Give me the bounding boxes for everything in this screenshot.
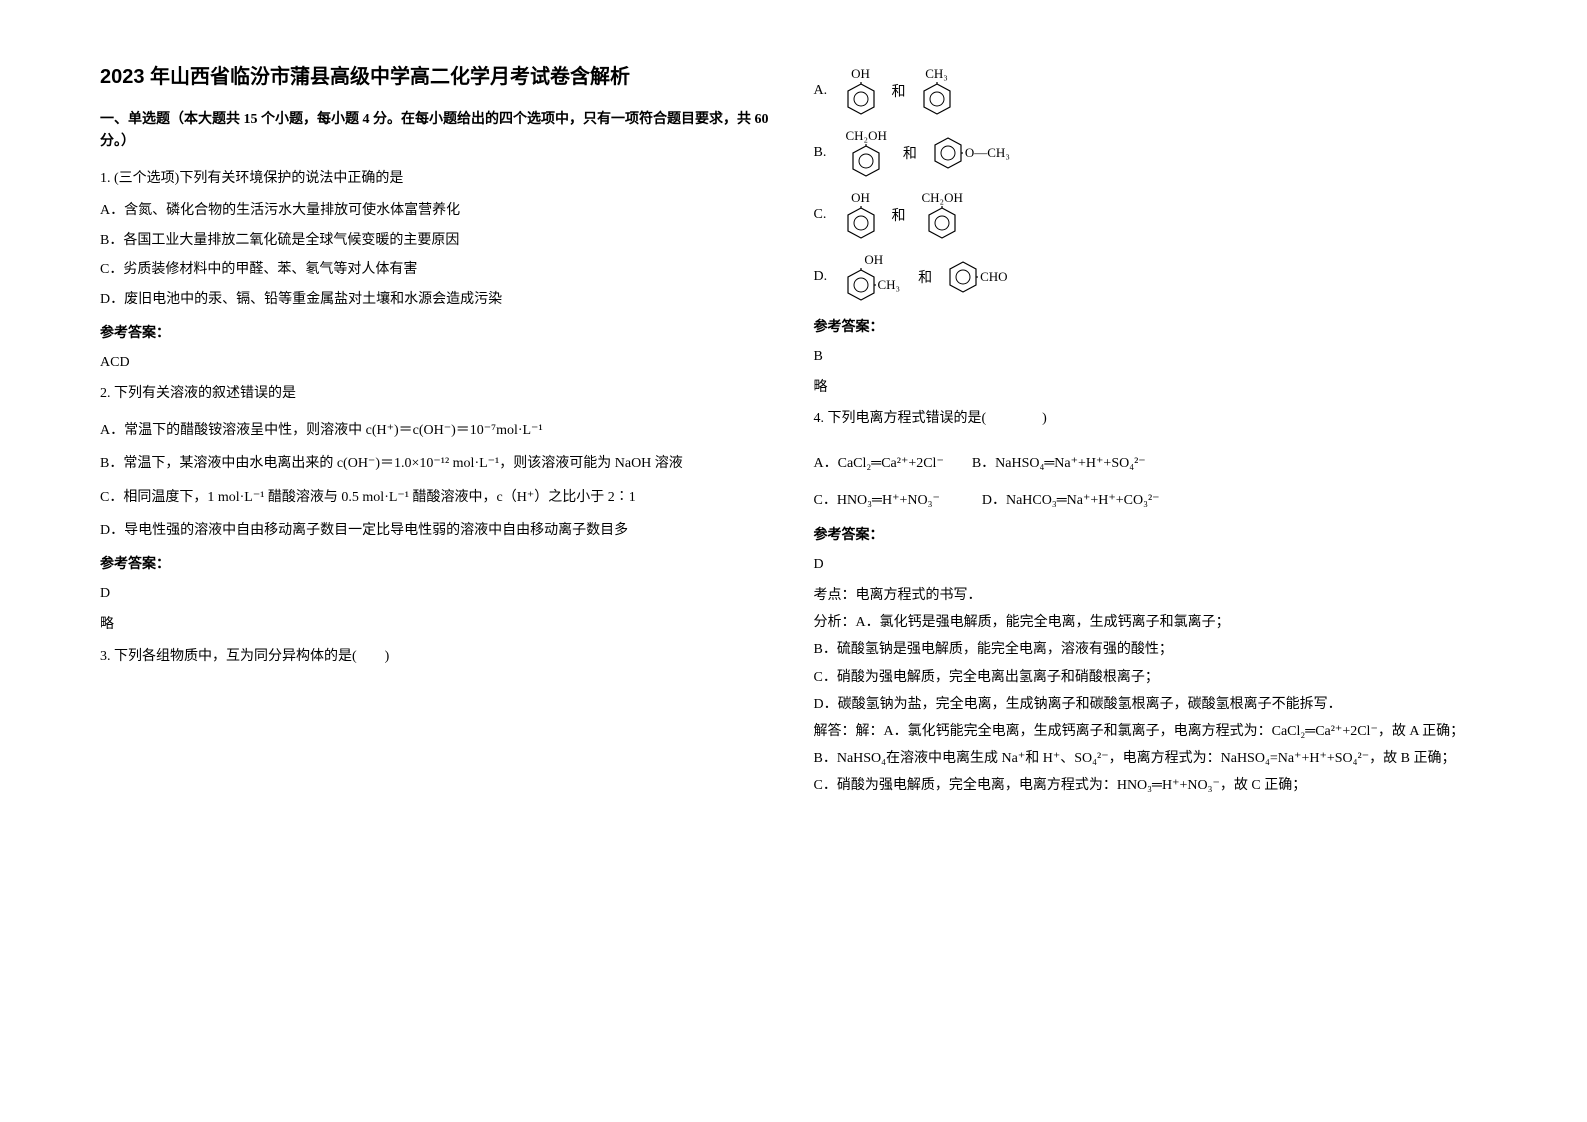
q1-answer: ACD <box>100 350 774 375</box>
q1-option-a: A．含氮、磷化合物的生活污水大量排放可使水体富营养化 <box>100 196 774 225</box>
q1-option-d: D．废旧电池中的汞、镉、铅等重金属盐对土壤和水源会造成污染 <box>100 285 774 314</box>
benzene-oh-ch3-icon: OH CH₃ <box>846 252 903 302</box>
q3-option-c: C. OH 和 CH₂OH <box>814 190 1488 240</box>
q4-line-cd: C．HNO₃═H⁺+NO₃⁻ D．NaHCO₃═Na⁺+H⁺+CO₃²⁻ <box>814 486 1488 515</box>
and-text: 和 <box>892 81 906 101</box>
fenxi: 分析：A．氯化钙是强电解质，能完全电离，生成钙离子和氯离子； <box>814 610 1488 635</box>
benzene-ch2oh-icon: CH₂OH <box>846 128 887 178</box>
q2-answer: D <box>100 581 774 606</box>
q4-stem: 4. 下列电离方程式错误的是( ) <box>814 406 1488 433</box>
q3-option-a: A. OH 和 CH₃ <box>814 66 1488 116</box>
q3-option-d: D. OH CH₃ 和 CHO <box>814 252 1488 302</box>
q4-answer: D <box>814 552 1488 577</box>
right-column: A. OH 和 CH₃ B. CH₂OH 和 O—CH₃ C. OH 和 <box>814 60 1488 1062</box>
q2-stem: 2. 下列有关溶液的叙述错误的是 <box>100 381 774 408</box>
q3-note: 略 <box>814 375 1488 400</box>
benzene-cho-icon: CHO <box>948 260 1009 294</box>
q3-answer: B <box>814 344 1488 369</box>
section-header: 一、单选题（本大题共 15 个小题，每小题 4 分。在每小题给出的四个选项中，只… <box>100 109 774 154</box>
and-text: 和 <box>903 143 917 163</box>
kaopoint: 考点：电离方程式的书写． <box>814 583 1488 608</box>
analysis-c: C．硝酸为强电解质，完全电离出氢离子和硝酸根离子； <box>814 665 1488 690</box>
jiedaA: 解答：解：A．氯化钙能完全电离，生成钙离子和氯离子，电离方程式为：CaCl₂═C… <box>814 719 1488 744</box>
analysis-b: B．硫酸氢钠是强电解质，能完全电离，溶液有强的酸性； <box>814 637 1488 662</box>
q2-answer-label: 参考答案： <box>100 553 774 573</box>
page-title: 2023 年山西省临汾市蒲县高级中学高二化学月考试卷含解析 <box>100 60 774 89</box>
q2-option-a: A．常温下的醋酸铵溶液呈中性，则溶液中 c(H⁺)＝c(OH⁻)＝10⁻⁷mol… <box>100 416 774 445</box>
q1-answer-label: 参考答案： <box>100 322 774 342</box>
q3-label-a: A. <box>814 83 838 99</box>
q3-label-d: D. <box>814 269 838 285</box>
q1-option-c: C．劣质装修材料中的甲醛、苯、氡气等对人体有害 <box>100 255 774 284</box>
q3-label-c: C. <box>814 207 838 223</box>
q3-option-b: B. CH₂OH 和 O—CH₃ <box>814 128 1488 178</box>
and-text: 和 <box>892 205 906 225</box>
q2-option-d: D．导电性强的溶液中自由移动离子数目一定比导电性弱的溶液中自由移动离子数目多 <box>100 516 774 545</box>
q4-line-ab: A．CaCl₂═Ca²⁺+2Cl⁻ B．NaHSO₄═Na⁺+H⁺+SO₄²⁻ <box>814 449 1488 478</box>
q3-label-b: B. <box>814 145 838 161</box>
benzene-ch2oh-icon: CH₂OH <box>922 190 963 240</box>
left-column: 2023 年山西省临汾市蒲县高级中学高二化学月考试卷含解析 一、单选题（本大题共… <box>100 60 774 1062</box>
q4-answer-label: 参考答案： <box>814 524 1488 544</box>
analysis-d: D．碳酸氢钠为盐，完全电离，生成钠离子和碳酸氢根离子，碳酸氢根离子不能拆写． <box>814 692 1488 717</box>
benzene-ch3-icon: CH₃ <box>922 66 952 116</box>
benzene-och3-icon: O—CH₃ <box>933 136 1012 170</box>
q3-stem: 3. 下列各组物质中，互为同分异构体的是( ) <box>100 644 774 671</box>
q2-option-b: B．常温下，某溶液中由水电离出来的 c(OH⁻)＝1.0×10⁻¹² mol·L… <box>100 449 774 478</box>
q1-option-b: B．各国工业大量排放二氧化硫是全球气候变暖的主要原因 <box>100 226 774 255</box>
benzene-oh-icon: OH <box>846 190 876 240</box>
q1-stem: 1. (三个选项)下列有关环境保护的说法中正确的是 <box>100 166 774 193</box>
q3-answer-label: 参考答案： <box>814 316 1488 336</box>
benzene-oh-icon: OH <box>846 66 876 116</box>
jiedaC: C．硝酸为强电解质，完全电离，电离方程式为：HNO₃═H⁺+NO₃⁻，故 C 正… <box>814 773 1488 798</box>
jiedaB: B．NaHSO₄在溶液中电离生成 Na⁺和 H⁺、SO₄²⁻，电离方程式为：Na… <box>814 746 1488 771</box>
and-text: 和 <box>918 267 932 287</box>
q2-note: 略 <box>100 612 774 637</box>
q2-option-c: C．相同温度下，1 mol·L⁻¹ 醋酸溶液与 0.5 mol·L⁻¹ 醋酸溶液… <box>100 483 774 512</box>
